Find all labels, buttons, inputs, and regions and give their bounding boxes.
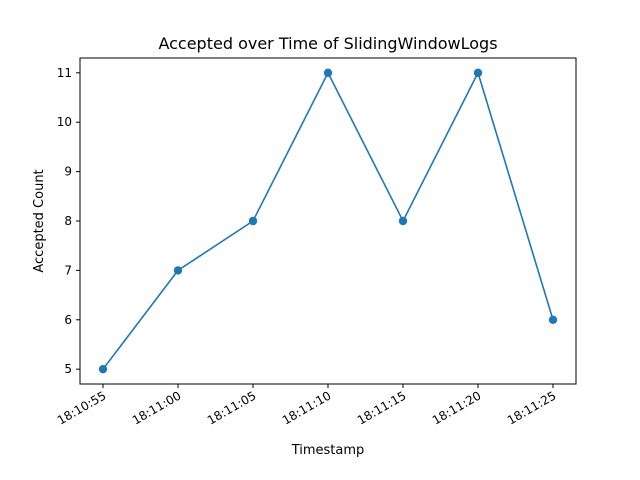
data-point	[248, 216, 258, 226]
data-point	[398, 216, 408, 226]
plot-frame	[79, 57, 577, 385]
y-tick-label: 6	[64, 313, 72, 327]
x-tick-label: 18:10:55	[55, 388, 109, 427]
y-tick-label: 11	[57, 66, 72, 80]
y-tick-label: 8	[64, 214, 72, 228]
x-tick-label: 18:11:25	[505, 388, 559, 427]
x-tick-label: 18:11:05	[205, 388, 259, 427]
data-point	[473, 68, 483, 78]
series-line	[102, 70, 554, 370]
y-tick-label: 10	[57, 115, 72, 129]
chart-title: Accepted over Time of SlidingWindowLogs	[158, 34, 497, 53]
data-point	[548, 315, 558, 324]
plot-area	[98, 68, 558, 374]
data-point	[323, 68, 333, 78]
y-tick-label: 7	[64, 263, 72, 277]
y-tick-label: 9	[64, 165, 72, 179]
x-tick-label: 18:11:00	[130, 388, 184, 427]
data-point	[173, 266, 183, 275]
x-tick-label: 18:11:15	[355, 388, 409, 427]
x-axis: 18:10:55 18:11:00 18:11:05 18:11:10 18:11:15…	[55, 384, 559, 428]
data-point	[98, 364, 108, 374]
y-axis: 5 6 7 8 9 10 11	[57, 66, 80, 376]
x-tick-label: 18:11:20	[430, 388, 484, 427]
x-axis-label: Timestamp	[291, 443, 365, 458]
y-tick-label: 5	[64, 362, 72, 376]
x-tick-label: 18:11:10	[280, 388, 334, 427]
y-axis-label: Accepted Count	[32, 169, 47, 272]
